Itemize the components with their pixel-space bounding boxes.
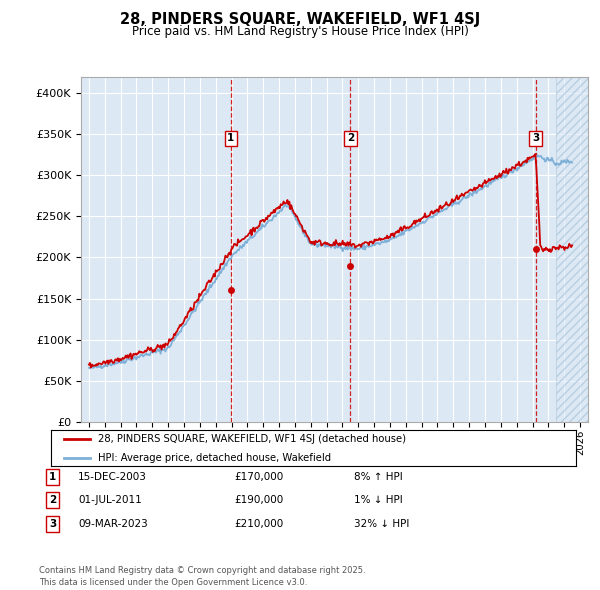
Text: 1: 1 xyxy=(49,472,56,481)
Text: 15-DEC-2003: 15-DEC-2003 xyxy=(78,472,147,481)
Text: 8% ↑ HPI: 8% ↑ HPI xyxy=(354,472,403,481)
Text: 2: 2 xyxy=(49,496,56,505)
Text: 09-MAR-2023: 09-MAR-2023 xyxy=(78,519,148,529)
Text: 1: 1 xyxy=(227,133,235,143)
Text: 28, PINDERS SQUARE, WAKEFIELD, WF1 4SJ (detached house): 28, PINDERS SQUARE, WAKEFIELD, WF1 4SJ (… xyxy=(98,434,406,444)
Text: 1% ↓ HPI: 1% ↓ HPI xyxy=(354,496,403,505)
Text: 2: 2 xyxy=(347,133,354,143)
Text: 3: 3 xyxy=(532,133,539,143)
Text: £210,000: £210,000 xyxy=(234,519,283,529)
Text: £190,000: £190,000 xyxy=(234,496,283,505)
Text: 3: 3 xyxy=(49,519,56,529)
Text: 32% ↓ HPI: 32% ↓ HPI xyxy=(354,519,409,529)
Text: HPI: Average price, detached house, Wakefield: HPI: Average price, detached house, Wake… xyxy=(98,453,331,463)
Text: Price paid vs. HM Land Registry's House Price Index (HPI): Price paid vs. HM Land Registry's House … xyxy=(131,25,469,38)
Text: Contains HM Land Registry data © Crown copyright and database right 2025.
This d: Contains HM Land Registry data © Crown c… xyxy=(39,566,365,587)
Text: £170,000: £170,000 xyxy=(234,472,283,481)
Text: 28, PINDERS SQUARE, WAKEFIELD, WF1 4SJ: 28, PINDERS SQUARE, WAKEFIELD, WF1 4SJ xyxy=(120,12,480,27)
Text: 01-JUL-2011: 01-JUL-2011 xyxy=(78,496,142,505)
Bar xyxy=(556,77,588,422)
